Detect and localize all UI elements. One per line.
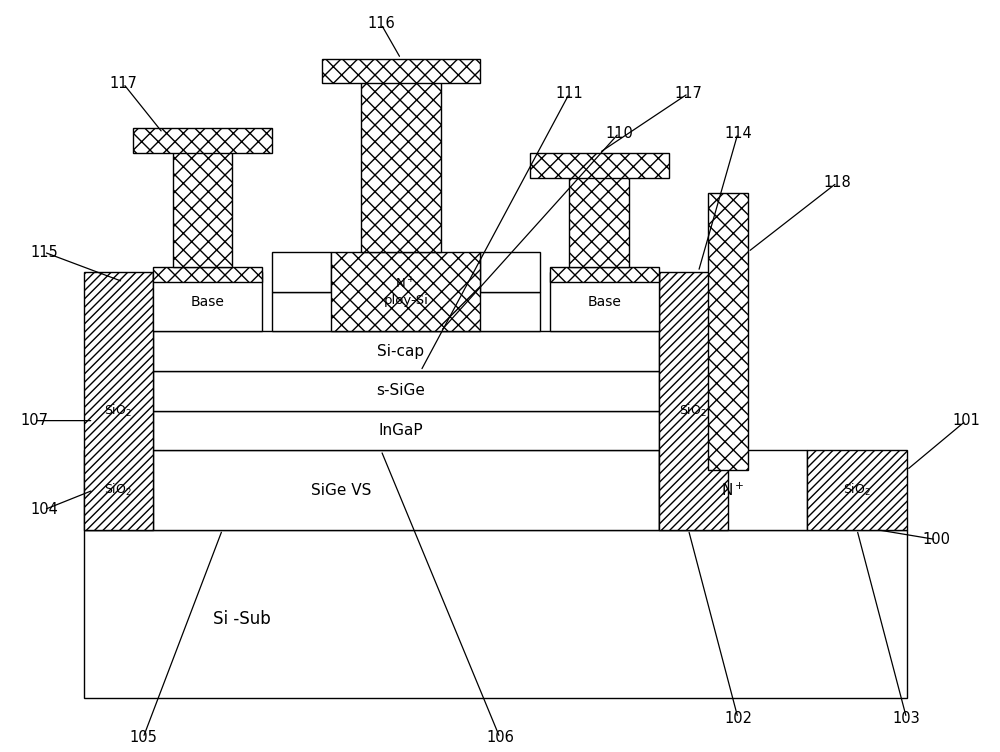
Bar bbox=[153, 267, 262, 282]
Bar bbox=[153, 450, 659, 529]
Bar bbox=[322, 59, 480, 83]
Bar bbox=[84, 450, 153, 529]
Bar bbox=[708, 193, 748, 470]
Text: Base: Base bbox=[191, 295, 224, 308]
Bar bbox=[550, 267, 659, 282]
Bar bbox=[84, 272, 153, 529]
Text: 118: 118 bbox=[823, 175, 851, 190]
Text: 117: 117 bbox=[674, 86, 702, 101]
Text: Si -Sub: Si -Sub bbox=[213, 610, 271, 628]
Bar bbox=[272, 252, 331, 292]
Text: SiGe VS: SiGe VS bbox=[311, 483, 372, 498]
Bar bbox=[807, 450, 907, 529]
Bar bbox=[480, 252, 540, 292]
Text: 107: 107 bbox=[20, 413, 48, 428]
Bar bbox=[153, 411, 659, 450]
Bar bbox=[569, 168, 629, 267]
Text: 114: 114 bbox=[724, 126, 752, 141]
Bar bbox=[133, 128, 272, 153]
Bar bbox=[659, 272, 728, 529]
Bar bbox=[550, 272, 659, 332]
Text: N$^+$: N$^+$ bbox=[721, 481, 745, 499]
Bar bbox=[361, 74, 441, 252]
Text: Si-cap: Si-cap bbox=[377, 344, 424, 359]
Text: SiO$_2$: SiO$_2$ bbox=[679, 402, 707, 419]
Bar bbox=[659, 450, 807, 529]
Text: Base: Base bbox=[587, 295, 621, 308]
Text: s-SiGe: s-SiGe bbox=[376, 384, 425, 399]
Bar bbox=[153, 371, 659, 411]
Bar bbox=[530, 153, 669, 177]
Text: 110: 110 bbox=[605, 126, 633, 141]
Text: 115: 115 bbox=[30, 244, 58, 259]
Text: 111: 111 bbox=[556, 86, 583, 101]
Text: 104: 104 bbox=[30, 502, 58, 517]
Text: 106: 106 bbox=[486, 730, 514, 745]
Text: 117: 117 bbox=[109, 76, 137, 91]
Text: 103: 103 bbox=[893, 711, 920, 726]
Text: N$^+$
ploy-Si: N$^+$ ploy-Si bbox=[383, 277, 428, 307]
Text: InGaP: InGaP bbox=[379, 423, 423, 438]
Text: 105: 105 bbox=[129, 730, 157, 745]
Text: SiO$_2$: SiO$_2$ bbox=[843, 482, 871, 498]
Text: 101: 101 bbox=[952, 413, 980, 428]
Text: 116: 116 bbox=[367, 17, 395, 32]
Text: 100: 100 bbox=[922, 532, 950, 547]
Text: SiO$_2$: SiO$_2$ bbox=[104, 482, 132, 498]
Text: 102: 102 bbox=[724, 711, 752, 726]
Bar bbox=[153, 272, 262, 332]
Text: SiO$_2$: SiO$_2$ bbox=[104, 402, 132, 419]
Bar bbox=[84, 529, 907, 699]
Bar bbox=[173, 138, 232, 267]
Bar bbox=[272, 292, 540, 332]
Bar bbox=[331, 252, 480, 332]
Bar bbox=[153, 332, 659, 371]
